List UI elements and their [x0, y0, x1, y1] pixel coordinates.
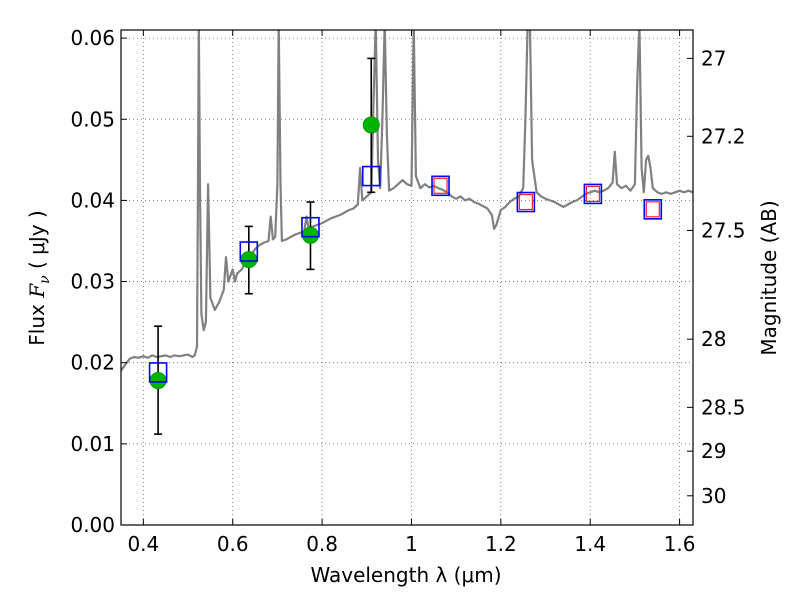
- y2-tick-labels: 27 27.2 27.5 28 28.5 29 30: [701, 46, 746, 507]
- y-tick-label: 0.02: [70, 351, 115, 375]
- y-tick-label: 0.05: [70, 107, 115, 131]
- y-axis-title-prefix: Flux: [25, 298, 49, 346]
- observed-point: [149, 372, 167, 390]
- model-flux-inner-box: [433, 177, 448, 194]
- y2-tick-label: 28.5: [701, 395, 746, 419]
- y-tick-label: 0.06: [70, 26, 115, 50]
- y2-tick-label: 27.5: [701, 218, 746, 242]
- y2-tick-label: 27: [701, 46, 726, 70]
- x-tick-label: 1.6: [664, 532, 696, 556]
- model-flux-box: [361, 165, 381, 187]
- x-tick-label: 1.2: [485, 532, 517, 556]
- y-tick-labels: 0.00 0.01 0.02 0.03 0.04 0.05 0.06: [70, 26, 115, 537]
- y-tick-label: 0.04: [70, 188, 115, 212]
- axis-ticks: [121, 30, 693, 526]
- y-tick-label: 0.01: [70, 432, 115, 456]
- x-tick-label: 0.4: [127, 532, 159, 556]
- model-flux-box: [301, 216, 320, 238]
- x-tick-label: 0.6: [217, 532, 249, 556]
- observed-point: [240, 251, 258, 269]
- model-flux-box: [516, 191, 536, 213]
- plot-frame: [120, 29, 694, 526]
- model-flux-box: [431, 175, 450, 197]
- y2-tick-label: 28: [701, 327, 726, 351]
- y-axis-title-suffix: ( μJy ): [25, 210, 49, 275]
- y2-tick-label: 27.2: [701, 124, 746, 148]
- model-flux-box: [239, 241, 259, 262]
- observed-point: [301, 226, 319, 244]
- model-points: [148, 165, 663, 383]
- y-axis-title-symbol: F: [25, 283, 49, 299]
- model-flux-box: [643, 199, 663, 220]
- x-tick-label: 1.4: [574, 532, 606, 556]
- y2-tick-label: 30: [701, 484, 726, 508]
- y-tick-label: 0.00: [70, 513, 115, 537]
- x-tick-labels: 0.4 0.6 0.8 1 1.2 1.4 1.6: [127, 532, 695, 556]
- model-flux-inner-box: [518, 193, 533, 211]
- y-axis-title-subscript: ν: [37, 275, 53, 284]
- x-tick-label: 0.8: [306, 532, 338, 556]
- x-tick-label: 1: [405, 532, 418, 556]
- y2-axis-title: Magnitude (AB): [757, 200, 781, 355]
- x-axis-title: Wavelength λ (μm): [310, 563, 501, 587]
- y-tick-label: 0.03: [70, 270, 115, 294]
- model-flux-inner-box: [585, 185, 601, 203]
- observed-point: [362, 116, 380, 134]
- y2-tick-label: 29: [701, 439, 726, 463]
- model-flux-box: [148, 362, 168, 383]
- model-flux-inner-box: [645, 201, 660, 218]
- model-flux-box: [583, 183, 603, 205]
- y-axis-title: Flux Fν ( μJy ): [25, 210, 53, 345]
